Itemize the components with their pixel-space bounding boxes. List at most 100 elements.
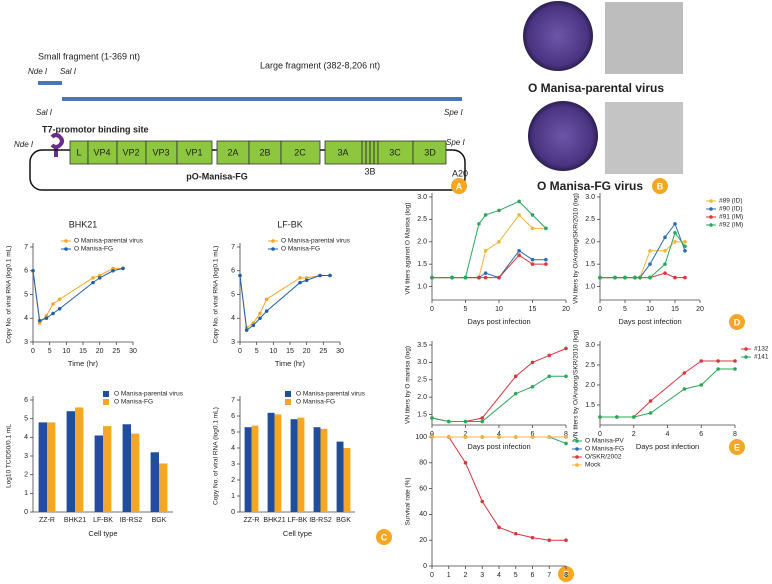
y-tick-label: 2 (231, 477, 235, 484)
bar (251, 425, 259, 512)
y-tick-label: 5 (231, 429, 235, 436)
y-tick-label: 5 (24, 291, 28, 298)
x-tick-label: ZZ-R (244, 517, 260, 524)
data-point (483, 271, 488, 275)
data-point (298, 276, 302, 280)
data-point (683, 248, 687, 253)
gene-label: VP2 (122, 147, 139, 157)
legend-label: #91 (IM) (719, 214, 743, 221)
x-tick-label: 0 (238, 348, 242, 355)
site-label: Sal I (60, 67, 77, 76)
data-point (663, 262, 667, 266)
x-tick-label: 0 (598, 306, 602, 313)
panel-label: A (456, 181, 463, 191)
x-axis-label: Days post infection (467, 583, 530, 584)
promoter-icon (50, 133, 64, 157)
plasmid-label: pO-Manisa-FG (186, 171, 248, 181)
y-tick-label: 1 (231, 493, 235, 500)
y-tick-label: 3.0 (417, 359, 427, 366)
data-point (663, 248, 667, 253)
data-point (530, 384, 535, 389)
y-axis-label: VN titers by O manisa (log) (405, 346, 412, 424)
x-tick-label: 15 (529, 306, 537, 313)
x-tick-label: ZZ-R (39, 517, 55, 524)
x-tick-label: 0 (31, 348, 35, 355)
site-label: Nde I (14, 140, 34, 149)
gene-label: VP3 (152, 147, 169, 157)
panel-label: D (734, 317, 741, 327)
legend-marker (744, 347, 748, 351)
x-tick-label: 8 (564, 572, 568, 579)
y-tick-label: 6 (24, 397, 28, 404)
y-tick-label: 2.0 (417, 239, 427, 246)
data-point (446, 419, 451, 424)
x-tick-label: 8 (564, 431, 568, 438)
y-axis-label: VN titers against O Manisa (log) (405, 202, 412, 294)
x-tick-label: BHK21 (263, 517, 285, 524)
large-fragment-bar (62, 97, 462, 101)
data-point (251, 323, 256, 328)
data-point (37, 318, 42, 323)
large-fragment: Large fragment (382-8,206 nt) (260, 60, 380, 70)
x-axis-label: Time (hr) (68, 359, 99, 368)
image-label: O Manisa-parental virus (528, 81, 664, 95)
data-point (480, 435, 485, 439)
data-point (663, 271, 667, 275)
y-axis-label: Copy No. of viral RNA (log0.1 mL) (213, 246, 220, 344)
chart-title: LF-BK (277, 219, 303, 229)
legend-label: O/SKR/2002 (585, 454, 622, 461)
bar (122, 424, 131, 512)
bar (94, 435, 103, 512)
x-tick-label: 6 (699, 431, 703, 438)
y-tick-label: 1.5 (417, 411, 427, 418)
data-point (483, 275, 488, 280)
x-tick-label: 2 (632, 431, 636, 438)
data-point (258, 311, 262, 316)
data-point (91, 276, 95, 280)
y-tick-label: 1.5 (585, 261, 595, 268)
y-tick-label: 2.5 (585, 216, 595, 223)
y-tick-label: 2 (24, 472, 28, 479)
gene-label: 2B (259, 147, 270, 157)
data-point (31, 268, 35, 273)
bar (38, 422, 47, 512)
y-axis-label: Copy No. of viral RNA (log0.1 mL) (6, 246, 13, 344)
x-tick-label: 5 (514, 572, 518, 579)
data-point (318, 273, 322, 278)
y-tick-label: 2.5 (585, 362, 595, 369)
data-point (673, 239, 677, 244)
data-point (683, 244, 687, 249)
data-point (463, 419, 468, 424)
data-point (430, 435, 434, 439)
x-tick-label: IB-RS2 (120, 517, 143, 524)
y-tick-label: 20 (419, 537, 427, 544)
gene-label: 2A (227, 147, 238, 157)
site-label: Spe I (446, 138, 465, 147)
bar (343, 448, 351, 512)
legend-label: #90 (ID) (719, 206, 742, 213)
legend-label: Mock (585, 462, 601, 469)
x-tick-label: 8 (733, 431, 737, 438)
x-tick-label: LF-BK (93, 517, 113, 524)
x-axis-label: Days post infection (636, 442, 699, 451)
y-axis-label: VN titers by O/Andong/SKR/2010 (log) (573, 330, 580, 441)
legend-marker (709, 215, 713, 219)
gene-box (176, 140, 213, 165)
data-point (733, 359, 737, 363)
legend-label: #89 (ID) (719, 198, 742, 205)
data-point (547, 435, 552, 439)
x-tick-label: 6 (531, 431, 535, 438)
y-tick-label: 3 (24, 339, 28, 346)
x-tick-label: 30 (336, 348, 344, 355)
data-point (111, 268, 115, 273)
panel-badge (451, 178, 467, 194)
bar (267, 412, 275, 512)
gene-box (280, 140, 321, 165)
y-tick-label: 2.0 (585, 382, 595, 389)
y-tick-label: 2.5 (417, 377, 427, 384)
legend-marker (575, 463, 579, 467)
y-tick-label: 4 (231, 445, 235, 452)
data-point (57, 297, 62, 302)
x-tick-label: 15 (286, 348, 294, 355)
y-tick-label: 1 (24, 490, 28, 497)
